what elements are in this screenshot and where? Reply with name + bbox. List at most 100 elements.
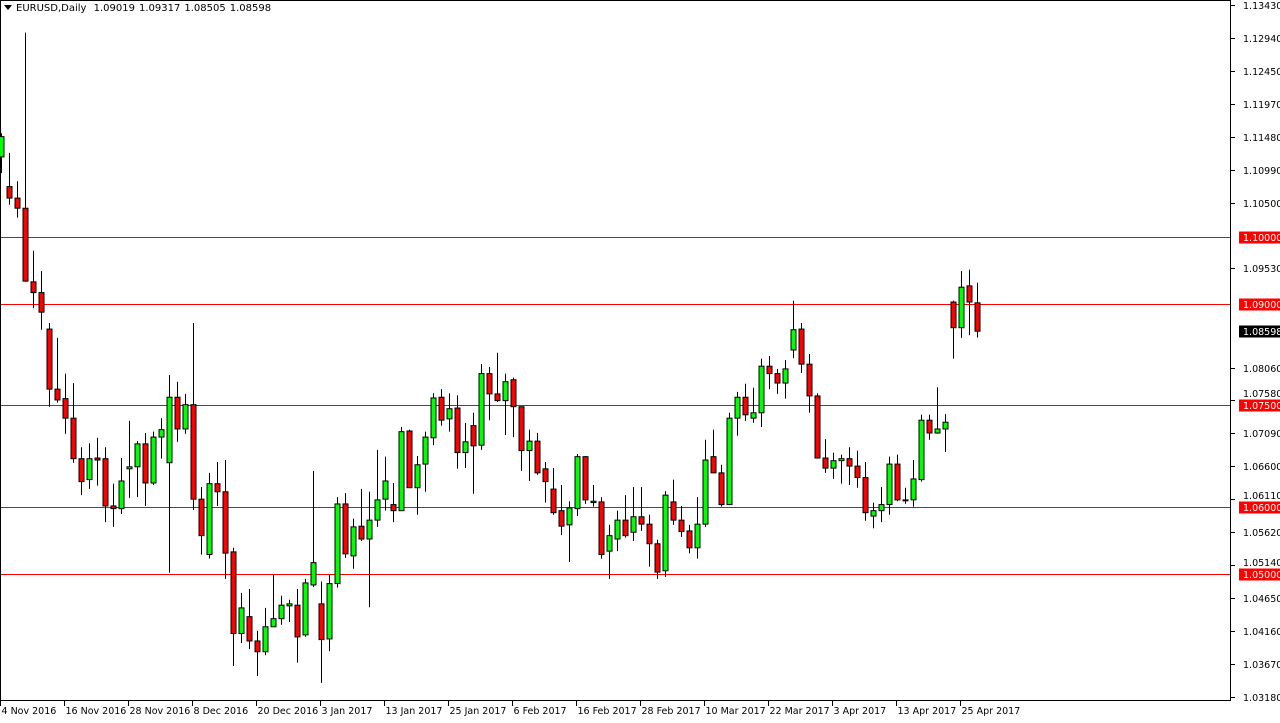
candle-body-bearish — [814, 395, 821, 459]
candle-body-bearish — [622, 519, 629, 537]
level-price-label: 1.10000 — [1243, 233, 1280, 244]
time-tick-label: 16 Feb 2017 — [578, 706, 637, 717]
candle-body-bearish — [390, 504, 397, 512]
candle-body-bearish — [246, 616, 253, 642]
candle-body-bearish — [254, 640, 261, 653]
candle-body-bearish — [342, 503, 349, 555]
candle-body-bearish — [798, 328, 805, 365]
level-price-label: 1.07500 — [1243, 401, 1280, 412]
price-tick-label: 1.12450 — [1243, 67, 1280, 78]
time-tick-label: 22 Mar 2017 — [770, 706, 830, 717]
price-tick-label: 1.12940 — [1243, 34, 1280, 45]
level-price-label: 1.05000 — [1243, 570, 1280, 581]
candle-body-bullish — [694, 523, 701, 549]
candle-body-bearish — [678, 519, 685, 533]
candle-body-bullish — [302, 582, 309, 636]
price-tick-label: 1.10990 — [1243, 166, 1280, 177]
chart-header: EURUSD,Daily 1.09019 1.09317 1.08505 1.0859… — [4, 3, 275, 14]
candle-body-bullish — [326, 583, 333, 640]
candle-body-bullish — [134, 443, 141, 468]
time-tick-label: 3 Apr 2017 — [834, 706, 887, 717]
level-price-badge — [1239, 231, 1280, 244]
candle-body-bullish — [158, 429, 165, 438]
candle-body-bearish — [102, 458, 109, 507]
level-price-badge — [1239, 298, 1280, 311]
time-tick-label: 16 Nov 2016 — [66, 706, 127, 717]
candle-body-bullish — [350, 526, 357, 557]
candle-body-bearish — [950, 301, 957, 329]
candle-body-bullish — [830, 460, 837, 469]
candle-body-bearish — [710, 456, 717, 474]
time-tick-label: 10 Mar 2017 — [706, 706, 766, 717]
candle-body-bullish — [734, 396, 741, 419]
candle-body-bearish — [222, 491, 229, 554]
time-tick-label: 25 Jan 2017 — [450, 706, 507, 717]
current-price-badge — [1239, 325, 1280, 338]
price-tick-label: 1.09530 — [1243, 264, 1280, 275]
candle-body-bearish — [846, 458, 853, 467]
time-tick-label: 20 Dec 2016 — [258, 706, 319, 717]
symbol-timeframe: EURUSD,Daily — [16, 3, 87, 14]
level-price-label: 1.09000 — [1243, 300, 1280, 311]
candle-body-bearish — [638, 516, 645, 525]
candle-body-bullish — [902, 499, 909, 502]
candle-body-bearish — [38, 292, 45, 313]
candle-body-bullish — [286, 603, 293, 607]
candle-body-bullish — [942, 421, 949, 430]
candle-body-bearish — [550, 488, 557, 514]
candle-body-bullish — [574, 456, 581, 510]
candle-body-bullish — [150, 436, 157, 484]
candle-body-bullish — [278, 604, 285, 620]
candle-body-bullish — [166, 396, 173, 464]
time-tick-label: 6 Feb 2017 — [514, 706, 567, 717]
candle-body-bearish — [542, 468, 549, 483]
price-tick-label: 1.11480 — [1243, 133, 1280, 144]
candle-body-bearish — [646, 523, 653, 545]
candle-body-bullish — [750, 412, 757, 419]
candle-body-bearish — [198, 498, 205, 537]
candle-body-bullish — [334, 503, 341, 585]
candle-body-bearish — [78, 458, 85, 483]
candle-body-bullish — [206, 483, 213, 556]
candle-body-bullish — [238, 607, 245, 635]
price-tick-label: 1.06110 — [1243, 491, 1280, 502]
candle-body-bullish — [446, 408, 453, 420]
candle-body-bearish — [766, 365, 773, 375]
price-tick-label: 1.11970 — [1243, 100, 1280, 111]
candle-body-bearish — [6, 186, 13, 199]
candle-body-bearish — [534, 440, 541, 474]
price-tick-label: 1.07580 — [1243, 389, 1280, 400]
candle-body-bullish — [838, 458, 845, 462]
candle-body-bearish — [454, 407, 461, 454]
candle-body-bullish — [118, 480, 125, 510]
price-tick-label: 1.06600 — [1243, 462, 1280, 473]
level-price-badge — [1239, 501, 1280, 514]
candle-body-bullish — [918, 419, 925, 481]
candle-body-bullish — [182, 404, 189, 430]
price-tick-label: 1.05620 — [1243, 528, 1280, 539]
price-tick-label: 1.04650 — [1243, 594, 1280, 605]
time-tick-label: 13 Apr 2017 — [898, 706, 957, 717]
candle-body-bullish — [790, 329, 797, 351]
level-price-badge — [1239, 568, 1280, 581]
time-axis: 4 Nov 2016 16 Nov 2016 28 Nov 2016 8 Dec 20… — [0, 701, 1020, 717]
candle-body-bearish — [470, 425, 477, 447]
candle-body-bearish — [406, 430, 413, 489]
price-tick-label: 1.10500 — [1243, 199, 1280, 210]
candle-body-bullish — [606, 535, 613, 552]
price-tick-label: 1.13430 — [1243, 1, 1280, 12]
candle-body-bearish — [358, 525, 365, 540]
candle-body-bearish — [214, 483, 221, 493]
candle-body-bearish — [582, 456, 589, 501]
candle-body-bearish — [926, 419, 933, 434]
candle-body-bearish — [718, 472, 725, 506]
price-tick-label: 1.03670 — [1243, 660, 1280, 671]
candle-body-bearish — [70, 417, 77, 460]
candle-body-bearish — [318, 603, 325, 641]
candle-body-bearish — [862, 477, 869, 514]
candle-body-bearish — [558, 510, 565, 527]
candle-body-bearish — [686, 530, 693, 549]
time-tick-label: 13 Jan 2017 — [386, 706, 443, 717]
dropdown-triangle-icon[interactable] — [4, 5, 12, 10]
candle-body-bearish — [742, 396, 749, 416]
